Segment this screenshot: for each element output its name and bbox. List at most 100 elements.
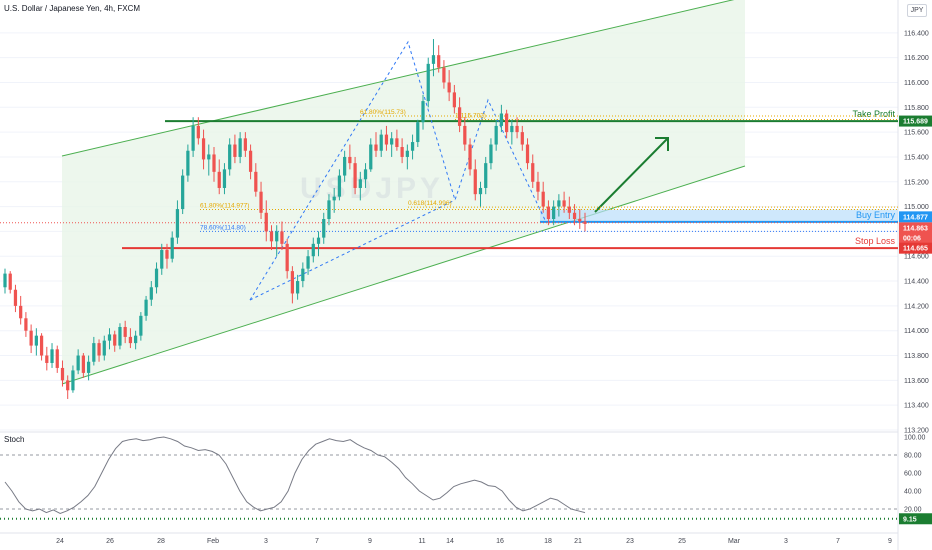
candle-body [217, 171, 221, 188]
candle-body [186, 150, 190, 176]
candle-body [442, 67, 446, 83]
date-tick-label: 28 [157, 538, 165, 545]
price-tick-label: 113.800 [904, 353, 929, 360]
buy-entry-tag-bg [899, 211, 932, 223]
trade-levels: Take Profit Buy Entry Stop Loss [0, 109, 898, 250]
candle-body [541, 191, 545, 207]
price-tick-label: 114.000 [904, 328, 929, 335]
price-tags: 115.689 114.877 114.863 00:06 114.665 9.15 [899, 115, 932, 525]
candle-body [468, 144, 472, 170]
buy-entry-tag: 114.877 [903, 214, 928, 221]
stoch-current-tag-bg [899, 513, 932, 525]
candle-body [327, 200, 331, 219]
projection-arrowhead [655, 137, 669, 151]
price-tick-label: 115.400 [904, 154, 929, 161]
take-profit-tag: 115.689 [903, 119, 928, 126]
candle-body [8, 273, 12, 290]
candle-body [243, 138, 247, 151]
date-tick-label: Mar [728, 538, 741, 545]
take-profit-label: Take Profit [852, 109, 895, 119]
candle-body [66, 380, 70, 391]
candle-body [301, 268, 305, 282]
date-tick-label: 25 [678, 538, 686, 545]
candle-body [212, 154, 216, 172]
candle-body [165, 250, 169, 259]
candle-body [254, 171, 258, 192]
candle-body [154, 268, 159, 288]
candle-body [39, 335, 44, 356]
date-tick-label: 26 [106, 538, 114, 545]
price-tick-label: 115.200 [904, 179, 929, 186]
currency-button[interactable]: JPY [907, 4, 927, 17]
candle-body [405, 150, 409, 157]
stop-loss-label: Stop Loss [855, 236, 896, 246]
stoch-tick-label: 60.00 [904, 471, 922, 478]
candle-body [181, 175, 185, 210]
candle-body [222, 169, 227, 188]
candle-body [207, 154, 211, 160]
candle-body [81, 355, 85, 373]
price-tick-label: 114.400 [904, 279, 929, 286]
candle-body [34, 335, 38, 346]
stop-loss-tag-bg [899, 242, 932, 254]
price-tick-label: 113.400 [904, 403, 929, 410]
candle-body [175, 209, 180, 238]
price-tick-label: 116.400 [904, 30, 929, 37]
price-tick-label: 115.000 [904, 204, 929, 211]
candle-body [431, 55, 436, 64]
date-tick-label: 23 [626, 538, 634, 545]
channel-fill [62, 0, 745, 384]
candle-body [97, 343, 101, 356]
candle-body [275, 231, 279, 242]
candle-body [322, 219, 326, 238]
candle-body [238, 138, 242, 157]
candle-body [139, 315, 143, 336]
price-tick-label: 114.600 [904, 254, 929, 261]
candle-body [13, 289, 18, 306]
candle-body [248, 150, 253, 172]
candle-body [306, 256, 310, 269]
stoch-current-tag: 9.15 [903, 516, 917, 523]
date-tick-label: 16 [496, 538, 504, 545]
candle-body [290, 271, 295, 294]
candle-body [416, 122, 420, 143]
candle-body [374, 144, 378, 151]
date-tick-label: 9 [888, 538, 892, 545]
fib-label: 78.60%(114.80) [200, 224, 246, 231]
watermark: USDJPY [300, 172, 444, 205]
price-tick-label: 115.600 [904, 130, 929, 137]
candle-body [583, 221, 587, 224]
date-tick-label: Feb [207, 538, 219, 545]
date-tick-label: 7 [836, 538, 840, 545]
time-axis: 24 26 28 Feb 3 7 9 11 14 16 18 21 23 25 Mar 3 7 9 [56, 538, 892, 545]
candle-body [259, 191, 263, 213]
candle-body [311, 243, 315, 257]
candle-body [196, 125, 200, 139]
candle-body [123, 326, 127, 337]
candle-body [228, 144, 232, 170]
candle-body [557, 200, 561, 207]
candle-body [426, 63, 430, 102]
candle-body [457, 107, 462, 126]
fib-label: 1(115.702) [455, 112, 486, 119]
candle-body [118, 326, 122, 346]
candle-body [316, 237, 321, 244]
take-profit-tag-bg [899, 115, 932, 127]
stoch-tick-label: 40.00 [904, 489, 922, 496]
candle-body [369, 144, 373, 170]
candle-body [520, 132, 524, 145]
date-tick-label: 18 [544, 538, 552, 545]
candle-body [280, 231, 284, 244]
candle-body [71, 370, 75, 391]
candle-body [395, 138, 399, 148]
stoch-tick-label: 100.00 [904, 435, 926, 442]
candle-body [452, 92, 456, 108]
date-tick-label: 14 [446, 538, 454, 545]
candle-body [499, 113, 504, 126]
candles [3, 39, 587, 399]
candle-body [60, 367, 65, 381]
candle-body [24, 318, 28, 331]
candle-body [494, 125, 498, 145]
current-price-tag-bg [899, 222, 932, 234]
